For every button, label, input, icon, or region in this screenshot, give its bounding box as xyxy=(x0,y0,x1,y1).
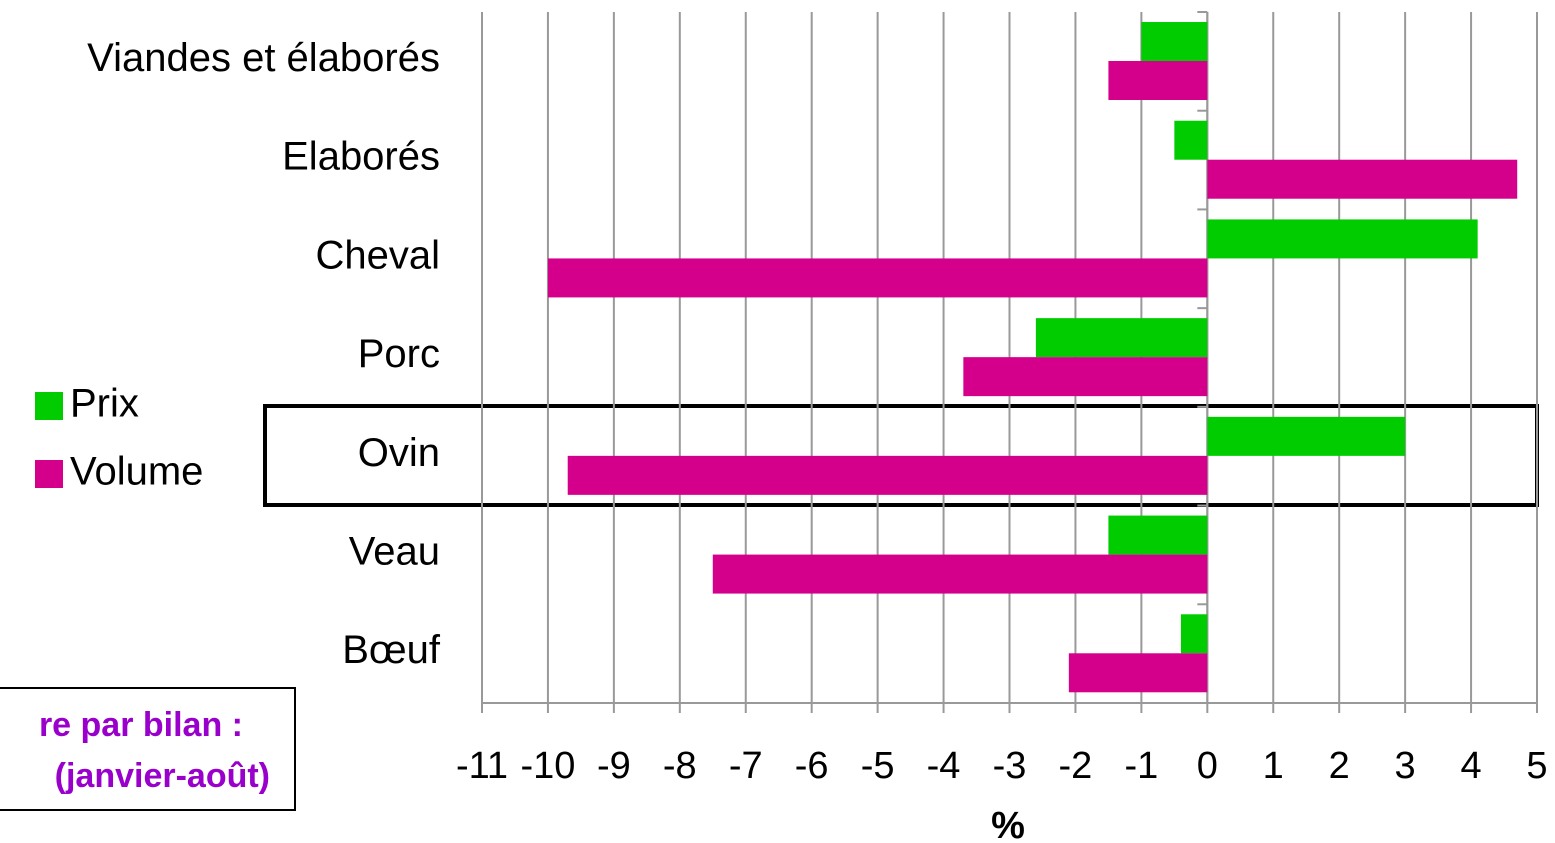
x-tick-label: -6 xyxy=(795,745,829,787)
bar xyxy=(547,258,1208,298)
legend-label: Prix xyxy=(70,382,139,426)
x-tick-label: -1 xyxy=(1124,745,1158,787)
bar xyxy=(1068,653,1208,693)
x-tick-label: -5 xyxy=(861,745,895,787)
bar xyxy=(1207,219,1478,259)
x-tick-label: -9 xyxy=(597,745,631,787)
x-tick-label: 4 xyxy=(1460,745,1481,787)
x-tick-label: 3 xyxy=(1395,745,1416,787)
x-tick-label: 1 xyxy=(1263,745,1284,787)
y-tick-label: Viandes et élaborés xyxy=(87,36,440,80)
bar xyxy=(1180,614,1208,654)
bar xyxy=(1207,416,1406,456)
bar xyxy=(1035,318,1208,358)
legend-swatch xyxy=(35,392,63,420)
y-tick-label: Bœuf xyxy=(342,628,441,672)
x-tick-label: -3 xyxy=(993,745,1027,787)
x-tick-label: -8 xyxy=(663,745,697,787)
bar xyxy=(963,357,1208,397)
bar xyxy=(567,455,1208,495)
y-tick-label: Cheval xyxy=(315,233,440,277)
bar xyxy=(1108,61,1208,100)
legend-label: Volume xyxy=(70,450,203,494)
legend-swatch xyxy=(35,460,63,488)
y-tick-label: Elaborés xyxy=(282,135,440,179)
x-tick-label: 5 xyxy=(1526,745,1547,787)
x-tick-label: -4 xyxy=(927,745,961,787)
annotation: re par bilan : xyxy=(39,706,243,744)
bar xyxy=(712,554,1208,594)
bar xyxy=(1174,120,1208,160)
bar xyxy=(1207,159,1518,199)
bar xyxy=(1141,22,1208,61)
x-tick-label: -10 xyxy=(520,745,575,787)
bar xyxy=(1108,515,1208,555)
x-tick-label: 0 xyxy=(1197,745,1218,787)
x-axis-label: % xyxy=(991,805,1025,843)
y-tick-label: Ovin xyxy=(358,431,440,475)
x-tick-label: -11 xyxy=(456,745,508,787)
x-tick-label: -2 xyxy=(1059,745,1093,787)
annotation-box xyxy=(0,687,296,811)
x-tick-label: 2 xyxy=(1329,745,1350,787)
x-tick-label: -7 xyxy=(729,745,763,787)
annotation: (janvier-août) xyxy=(55,757,270,795)
y-tick-label: Veau xyxy=(349,529,440,573)
y-tick-label: Porc xyxy=(358,332,440,376)
